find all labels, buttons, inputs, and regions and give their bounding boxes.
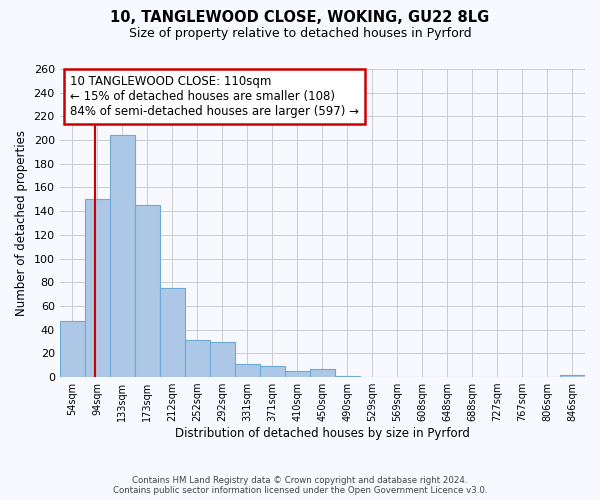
Text: 10 TANGLEWOOD CLOSE: 110sqm
← 15% of detached houses are smaller (108)
84% of se: 10 TANGLEWOOD CLOSE: 110sqm ← 15% of det… [70, 75, 359, 118]
Bar [210, 342, 235, 377]
Bar [310, 369, 335, 377]
Text: Size of property relative to detached houses in Pyrford: Size of property relative to detached ho… [128, 28, 472, 40]
Bar [85, 200, 110, 377]
X-axis label: Distribution of detached houses by size in Pyrford: Distribution of detached houses by size … [175, 427, 470, 440]
Bar [59, 322, 85, 377]
Bar [285, 371, 310, 377]
Bar [110, 136, 135, 377]
Bar [260, 366, 285, 377]
Bar [335, 376, 360, 377]
Bar [235, 364, 260, 377]
Text: 10, TANGLEWOOD CLOSE, WOKING, GU22 8LG: 10, TANGLEWOOD CLOSE, WOKING, GU22 8LG [110, 10, 490, 25]
Bar [160, 288, 185, 377]
Text: Contains HM Land Registry data © Crown copyright and database right 2024.
Contai: Contains HM Land Registry data © Crown c… [113, 476, 487, 495]
Bar [185, 340, 210, 377]
Bar [560, 374, 585, 377]
Bar [135, 206, 160, 377]
Y-axis label: Number of detached properties: Number of detached properties [15, 130, 28, 316]
